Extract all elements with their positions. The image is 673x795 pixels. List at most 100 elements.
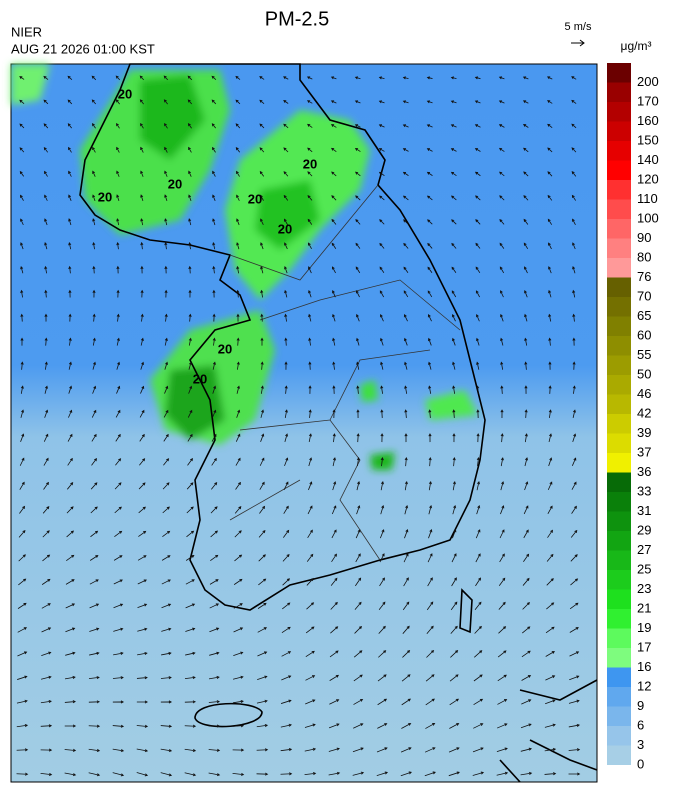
wind-arrow: [283, 481, 289, 490]
wind-arrow: [163, 409, 169, 418]
wind-arrow: [260, 289, 264, 298]
wind-arrow: [379, 242, 385, 249]
wind-arrow: [499, 553, 505, 563]
wind-arrow: [328, 747, 340, 752]
wind-arrow: [257, 602, 267, 609]
wind-arrow: [185, 651, 196, 656]
wind-arrow: [68, 289, 72, 298]
wind-arrow: [451, 577, 457, 587]
colorbar-segment: [607, 628, 631, 648]
wind-arrow: [450, 625, 458, 634]
wind-arrow: [236, 409, 241, 418]
wind-arrow: [499, 195, 505, 201]
wind-arrow: [40, 699, 52, 704]
wind-arrow: [427, 266, 433, 273]
colorbar-label: 100: [637, 210, 659, 225]
wind-arrow: [568, 772, 581, 776]
pm-areas: [11, 64, 478, 470]
wind-arrow: [522, 76, 529, 80]
wind-arrow: [307, 242, 312, 250]
wind-arrow: [258, 554, 266, 562]
colorbar-segment: [607, 277, 631, 297]
wind-arrow: [20, 337, 24, 346]
wind-arrow: [43, 457, 49, 466]
wind-arrow: [115, 458, 122, 466]
wind-arrow: [68, 361, 72, 370]
wind-arrow: [136, 772, 149, 777]
wind-arrow: [44, 337, 48, 346]
wind-arrow: [428, 457, 432, 467]
contour-labels: 20 20 20 20 20 20 20 20: [98, 86, 317, 386]
wind-arrow: [476, 505, 481, 515]
wind-arrow: [66, 530, 75, 538]
province-borders: [229, 184, 461, 561]
colorbar-label: 160: [637, 113, 659, 128]
wind-arrow: [187, 123, 192, 129]
colorbar-segment: [607, 316, 631, 336]
wind-arrows: [16, 75, 581, 777]
wind-arrow: [161, 555, 171, 561]
wind-arrow: [139, 75, 145, 81]
wind-arrow: [572, 385, 576, 394]
wind-arrow: [140, 122, 144, 129]
wind-arrow: [212, 170, 216, 177]
wind-arrow: [379, 266, 385, 273]
wind-arrow: [236, 289, 240, 298]
wind-arrow: [307, 218, 313, 225]
colorbar-segment: [607, 297, 631, 317]
wind-arrow: [329, 674, 340, 681]
wind-arrow: [139, 99, 144, 105]
wind-arrow: [92, 361, 96, 370]
wind-arrow: [523, 529, 529, 539]
wind-arrow: [355, 313, 360, 322]
wind-arrow: [164, 170, 168, 177]
wind-arrow: [524, 313, 528, 322]
wind-arrow: [378, 601, 386, 611]
wind-arrow: [116, 361, 121, 370]
wind-arrow: [449, 674, 459, 682]
wind-arrow: [331, 553, 337, 563]
wind-arrow: [164, 122, 168, 129]
wind-arrow: [282, 578, 291, 586]
wind-arrow: [112, 772, 125, 777]
wind-arrow: [450, 171, 457, 176]
wind-arrow: [476, 409, 480, 418]
wind-arrow: [20, 361, 24, 370]
wind-arrow: [524, 481, 529, 491]
wind-arrow: [331, 266, 336, 274]
wind-arrow: [283, 505, 289, 514]
wind-arrow: [571, 76, 577, 80]
wind-arrow: [355, 529, 361, 539]
wind-arrow: [236, 337, 240, 346]
wind-arrow: [402, 625, 410, 634]
wind-arrow: [572, 218, 576, 225]
wind-arrow: [66, 554, 75, 561]
wind-arrow: [305, 699, 316, 705]
wind-arrow: [164, 218, 168, 226]
wind-arrow: [160, 700, 173, 704]
wind-arrow: [427, 290, 433, 298]
wind-arrow: [498, 76, 505, 80]
wind-arrow: [548, 409, 552, 418]
wind-arrow: [547, 218, 553, 225]
wind-arrow: [571, 99, 577, 104]
contour-label: 20: [218, 341, 232, 356]
wind-arrow: [65, 603, 76, 609]
wind-arrow: [91, 75, 97, 81]
wind-arrow: [524, 289, 528, 298]
wind-arrow: [498, 147, 505, 152]
wind-arrow: [282, 553, 290, 562]
wind-arrow: [401, 723, 412, 729]
wind-arrow: [44, 361, 48, 370]
wind-arrow: [68, 170, 72, 177]
wind-arrow: [92, 218, 96, 226]
wind-arrow: [308, 457, 313, 467]
wind-arrow: [92, 385, 97, 394]
wind-arrow: [473, 674, 483, 682]
wind-arrow: [41, 627, 52, 633]
wind-arrow: [18, 530, 26, 538]
wind-arrow: [452, 480, 456, 491]
wind-arrow: [235, 75, 241, 80]
wind-arrow: [548, 457, 553, 467]
